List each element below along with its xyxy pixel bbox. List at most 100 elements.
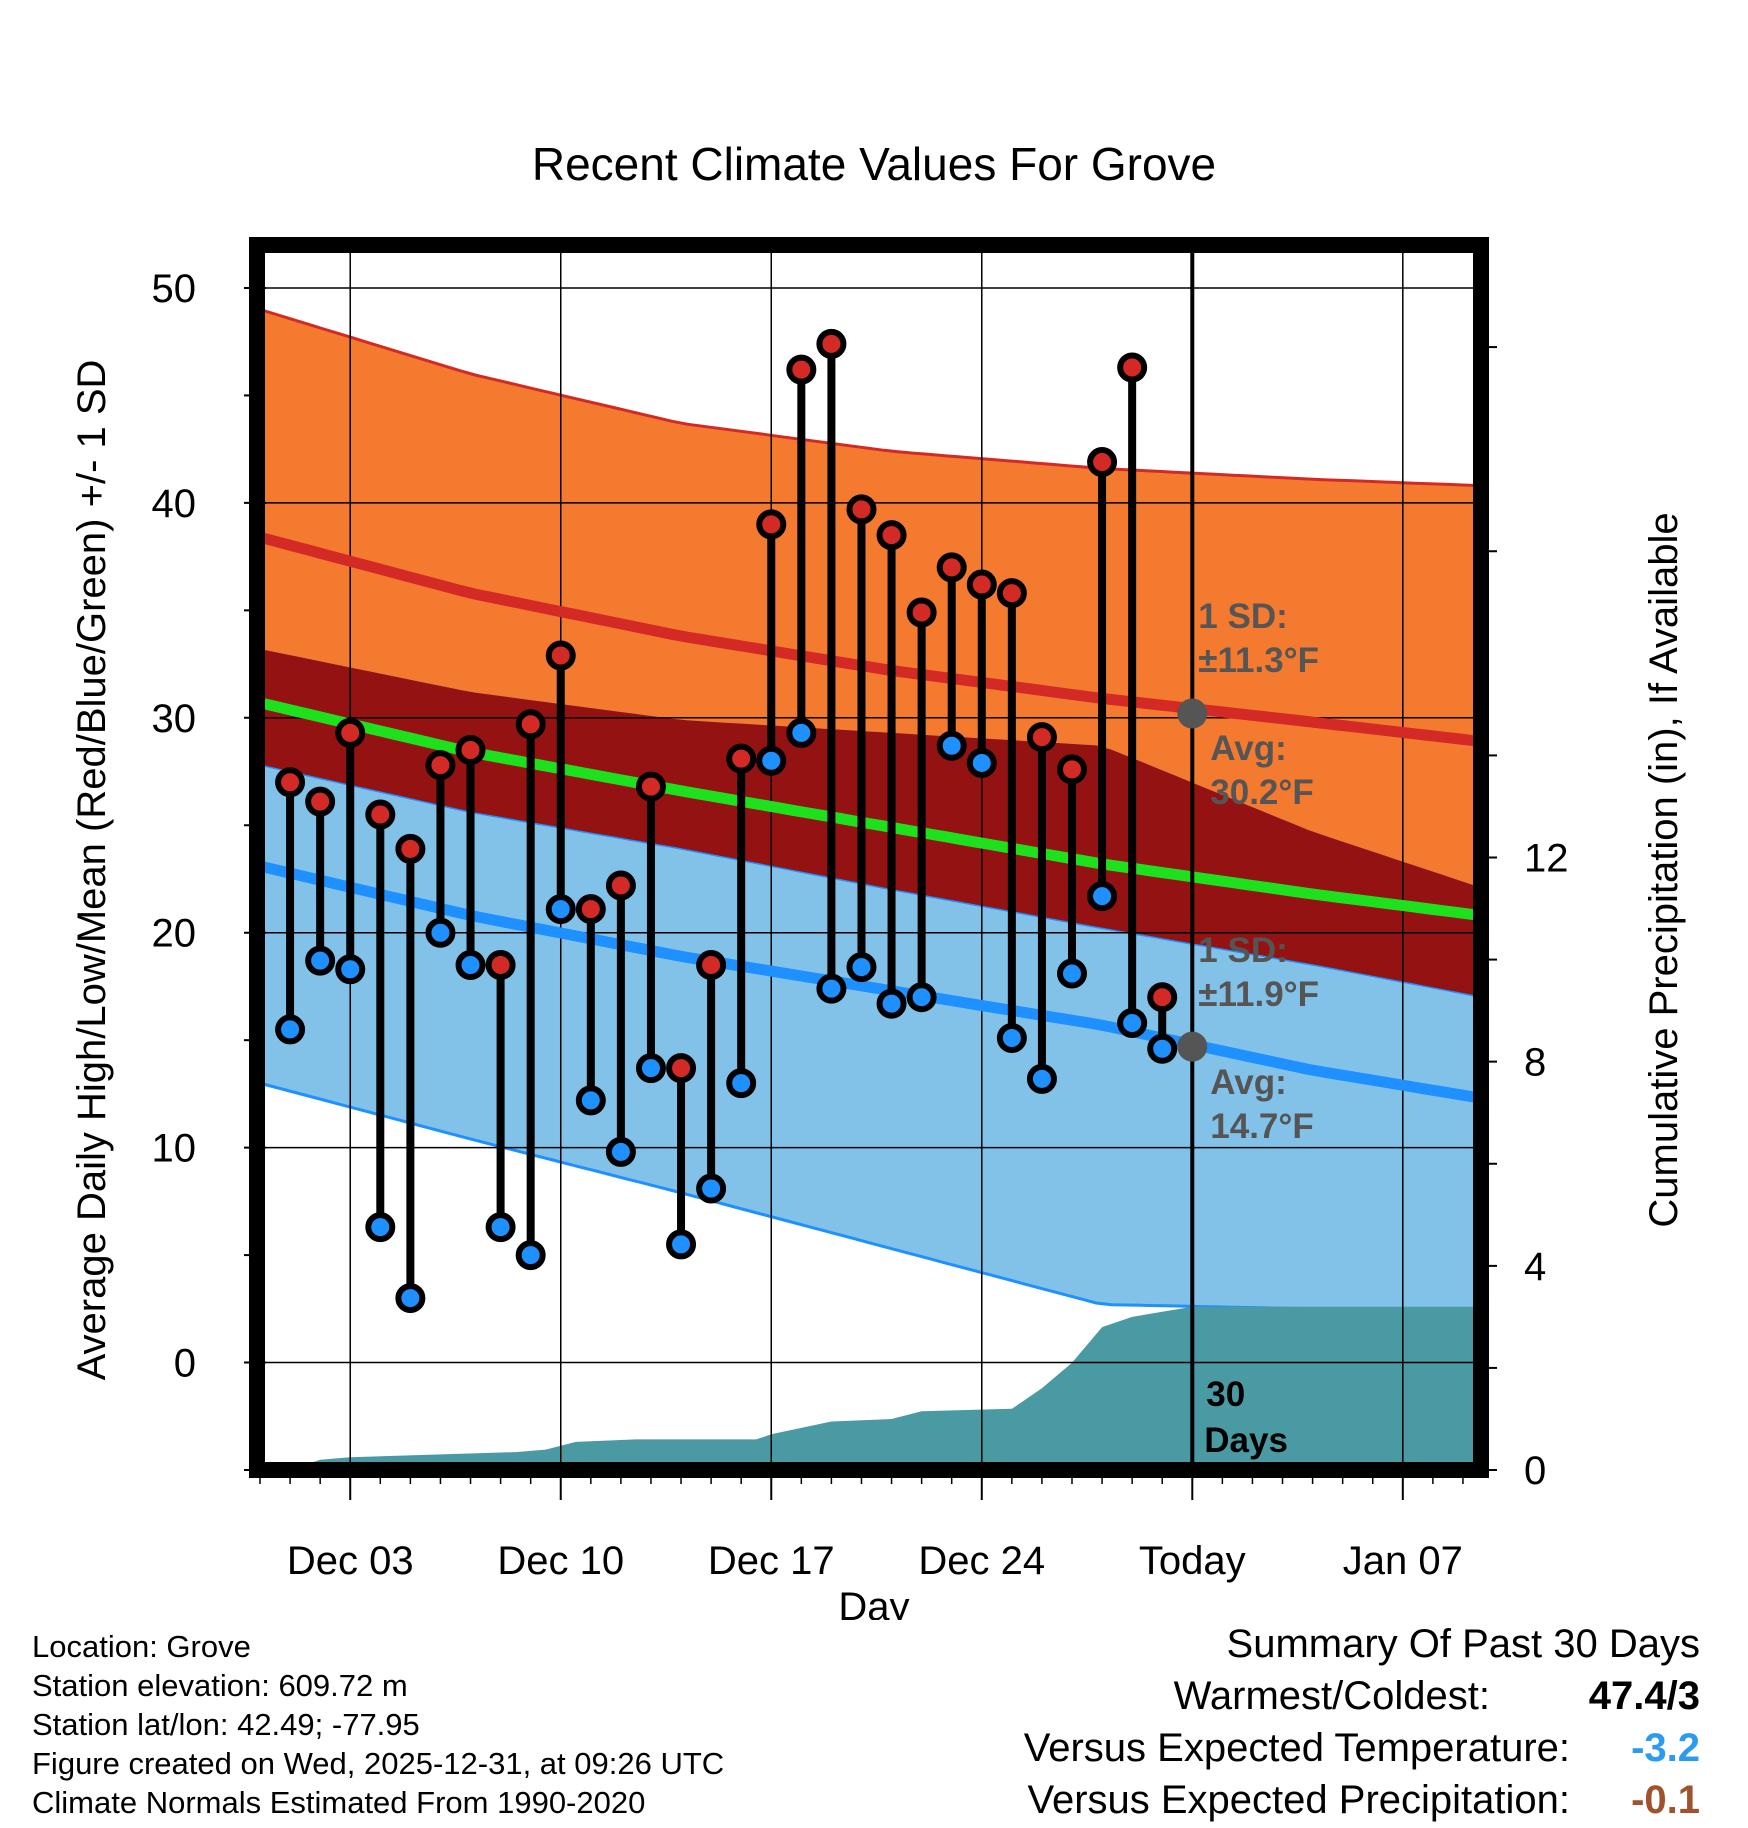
daily-high-marker (425, 750, 456, 781)
daily-low-marker (485, 1212, 516, 1243)
precip-anomaly-value: -0.1 (1631, 1778, 1700, 1822)
y-right-tick-label: 8 (1524, 1041, 1546, 1085)
x-tick-label: Jan 07 (1343, 1539, 1463, 1583)
y-left-tick-label: 0 (174, 1342, 196, 1386)
created-text: Figure created on Wed, 2025-12-31, at 09… (32, 1746, 725, 1781)
precip-anomaly-label: Versus Expected Precipitation: (1027, 1778, 1570, 1822)
precipitation-area (260, 1306, 1481, 1470)
y-left-tick-label: 50 (152, 267, 197, 311)
daily-low-marker (786, 717, 817, 748)
summary-title: Summary Of Past 30 Days (1226, 1622, 1700, 1666)
summary-panel: Summary Of Past 30 Days Warmest/Coldest:… (940, 1618, 1700, 1826)
temp-anomaly-label: Versus Expected Temperature: (1023, 1726, 1570, 1770)
daily-low-marker (726, 1068, 757, 1099)
daily-low-marker (515, 1240, 546, 1271)
daily-low-marker (1026, 1063, 1057, 1094)
y-left-tick-label: 30 (152, 697, 197, 741)
temp-anomaly-row: Versus Expected Temperature: -3.2 (940, 1722, 1700, 1774)
daily-high-marker (575, 894, 606, 925)
daily-low-marker (1056, 958, 1087, 989)
elevation-text: Station elevation: 609.72 m (32, 1668, 408, 1703)
today-high-avg-marker (1177, 698, 1208, 729)
daily-low-marker (455, 949, 486, 980)
daily-high-marker (485, 949, 516, 980)
daily-high-marker (786, 354, 817, 385)
high-sd-label: 1 SD: (1198, 597, 1287, 636)
y-right-tick-label: 12 (1524, 837, 1569, 881)
low-avg-value: 14.7°F (1210, 1107, 1314, 1146)
daily-low-marker (275, 1014, 306, 1045)
daily-high-marker (545, 640, 576, 671)
daily-low-marker (696, 1173, 727, 1204)
x-tick-label: Dec 10 (497, 1539, 624, 1583)
daily-high-marker (1147, 982, 1178, 1013)
daily-high-marker (996, 578, 1027, 609)
daily-low-marker (635, 1053, 666, 1084)
daily-high-marker (605, 870, 636, 901)
daily-high-marker (1026, 722, 1057, 753)
daily-low-marker (605, 1136, 636, 1167)
precip-anomaly-row: Versus Expected Precipitation: -0.1 (940, 1774, 1700, 1826)
x-tick-label: Dec 24 (918, 1539, 1045, 1583)
daily-high-marker (966, 569, 997, 600)
y-left-tick-label: 40 (152, 482, 197, 526)
y-right-tick-label: 4 (1524, 1245, 1546, 1289)
high-avg-value: 30.2°F (1210, 773, 1314, 812)
latlon-text: Station lat/lon: 42.49; -77.95 (32, 1707, 420, 1742)
daily-low-marker (966, 747, 997, 778)
daily-high-marker (1056, 754, 1087, 785)
y-left-tick-label: 20 (152, 912, 197, 956)
daily-high-marker (816, 328, 847, 359)
high-sd-upper-line (262, 308, 1476, 487)
y-left-tick-label: 10 (152, 1127, 197, 1171)
daily-high-marker (756, 509, 787, 540)
daily-low-marker (335, 954, 366, 985)
x-tick-label: Today (1139, 1539, 1246, 1583)
y-axis-right-label: Cumulative Precipitation (in), If Availa… (1642, 512, 1686, 1227)
daily-low-marker (666, 1229, 697, 1260)
x-tick-label: Dec 17 (708, 1539, 835, 1583)
daily-high-marker (666, 1053, 697, 1084)
daily-low-marker (906, 982, 937, 1013)
daily-low-marker (545, 894, 576, 925)
daily-high-marker (365, 799, 396, 830)
daily-low-marker (936, 730, 967, 761)
warmest-coldest-row: Warmest/Coldest: 47.4/3 (940, 1670, 1700, 1722)
daily-high-marker (275, 767, 306, 798)
normal-low-line (261, 861, 1476, 1103)
y-right-tick-label: 0 (1524, 1449, 1546, 1493)
days-word-label: Days (1204, 1421, 1288, 1460)
location-text: Location: Grove (32, 1629, 251, 1664)
daily-high-marker (936, 552, 967, 583)
low-sd-label: 1 SD: (1198, 931, 1287, 970)
daily-high-marker (455, 735, 486, 766)
daily-high-marker (696, 949, 727, 980)
chart-title: Recent Climate Values For Grove (532, 138, 1216, 190)
daily-low-marker (996, 1023, 1027, 1054)
warmest-coldest-value: 47.4/3 (1588, 1674, 1700, 1718)
plot-area: 1 SD: ±11.3°F Avg: 30.2°F 1 SD: ±11.9°F Avg: 14… (152, 237, 1569, 1583)
warmest-coldest-label: Warmest/Coldest: (1173, 1674, 1490, 1718)
y-axis-left-label: Average Daily High/Low/Mean (Red/Blue/Gr… (70, 360, 114, 1381)
daily-low-marker (846, 952, 877, 983)
daily-high-marker (305, 786, 336, 817)
daily-high-marker (635, 771, 666, 802)
daily-high-marker (906, 597, 937, 628)
daily-low-marker (395, 1283, 426, 1314)
daily-low-marker (575, 1085, 606, 1116)
station-info: Location: Grove Station elevation: 609.7… (32, 1627, 724, 1822)
daily-low-marker (756, 745, 787, 776)
climate-chart: Recent Climate Values For Grove 1 SD: ±11… (70, 138, 1686, 1620)
daily-low-marker (1147, 1033, 1178, 1064)
daily-low-marker (305, 945, 336, 976)
daily-high-marker (515, 709, 546, 740)
high-avg-label: Avg: (1210, 729, 1286, 768)
today-low-avg-marker (1177, 1031, 1208, 1062)
daily-low-marker (1117, 1007, 1148, 1038)
high-sd-value: ±11.3°F (1198, 641, 1319, 680)
x-axis-label: Day (838, 1585, 909, 1620)
daily-high-marker (726, 743, 757, 774)
daily-high-marker (1117, 352, 1148, 383)
temp-anomaly-value: -3.2 (1631, 1726, 1700, 1770)
daily-low-marker (876, 988, 907, 1019)
